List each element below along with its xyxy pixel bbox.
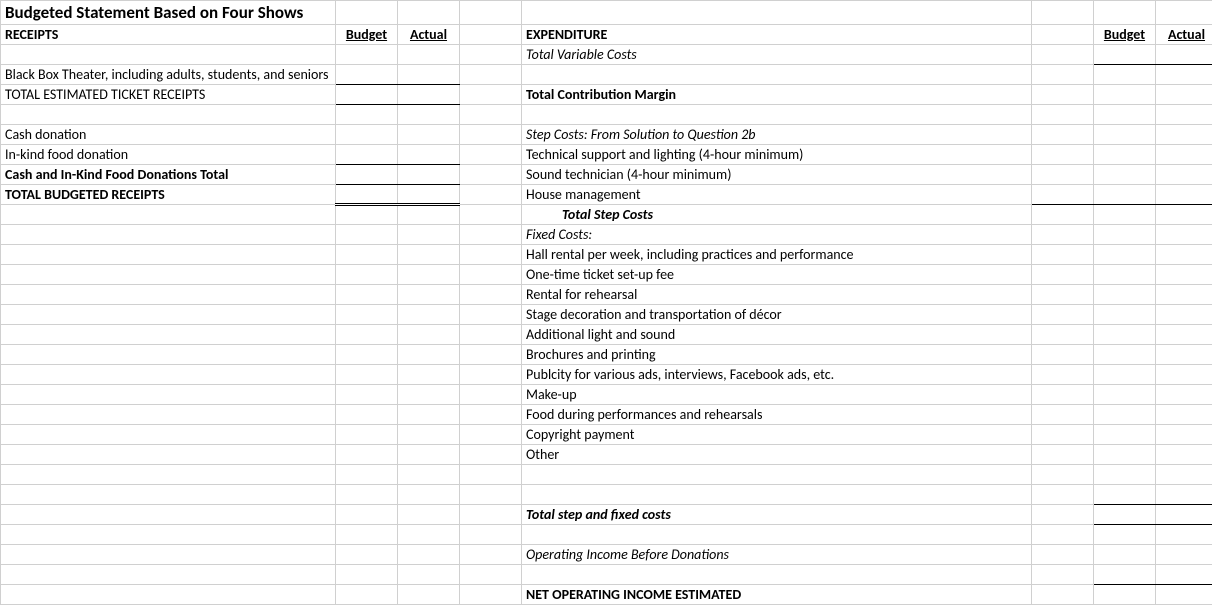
tbr-actual[interactable] (398, 185, 460, 205)
makeup: Make-up (522, 385, 1032, 405)
hall-rental: Hall rental per week, including practice… (522, 245, 1032, 265)
budget-table: Budgeted Statement Based on Four Shows R… (0, 0, 1212, 605)
other: Other (522, 445, 1032, 465)
bbt-budget[interactable] (336, 65, 398, 85)
title-cell: Budgeted Statement Based on Four Shows (1, 1, 336, 25)
blank-budget-2[interactable] (1094, 565, 1156, 585)
house-management: House management (522, 185, 1032, 205)
total-ticket-receipts: TOTAL ESTIMATED TICKET RECEIPTS (1, 85, 336, 105)
total-step-fixed: Total step and fixed costs (522, 505, 1032, 525)
hm-actual[interactable] (1156, 185, 1212, 205)
tvc-budget[interactable] (1094, 45, 1156, 65)
hm-budget[interactable] (1094, 185, 1156, 205)
copyright-payment: Copyright payment (522, 425, 1032, 445)
operating-income-before: Operating Income Before Donations (522, 545, 1032, 565)
sound-technician: Sound technician (4-hour minimum) (522, 165, 1032, 185)
cash-donation: Cash donation (1, 125, 336, 145)
publicity: Publcity for various ads, interviews, Fa… (522, 365, 1032, 385)
stage-decoration: Stage decoration and transportation of d… (522, 305, 1032, 325)
inkind-actual[interactable] (398, 145, 460, 165)
ttr-budget[interactable] (336, 85, 398, 105)
blank-budget-1[interactable] (1094, 485, 1156, 505)
food: Food during performances and rehearsals (522, 405, 1032, 425)
inkind-donation: In-kind food donation (1, 145, 336, 165)
right-actual-header: Actual (1156, 25, 1212, 45)
bbt-actual[interactable] (398, 65, 460, 85)
tsfc-budget[interactable] (1094, 505, 1156, 525)
donations-total: Cash and In-Kind Food Donations Total (1, 165, 336, 185)
step-costs-header: Step Costs: From Solution to Question 2b (522, 125, 1032, 145)
expenditure-header: EXPENDITURE (522, 25, 1032, 45)
don-actual[interactable] (398, 165, 460, 185)
blank-actual-1[interactable] (1156, 485, 1212, 505)
right-budget-header: Budget (1094, 25, 1156, 45)
tbr-budget[interactable] (336, 185, 398, 205)
ticket-setup-fee: One-time ticket set-up fee (522, 265, 1032, 285)
noi-actual[interactable] (1156, 585, 1212, 605)
left-actual-header: Actual (398, 25, 460, 45)
blank-actual-2[interactable] (1156, 565, 1212, 585)
left-budget-header: Budget (336, 25, 398, 45)
rental-rehearsal: Rental for rehearsal (522, 285, 1032, 305)
inkind-budget[interactable] (336, 145, 398, 165)
tsfc-actual[interactable] (1156, 505, 1212, 525)
total-budgeted-receipts: TOTAL BUDGETED RECEIPTS (1, 185, 336, 205)
brochures-printing: Brochures and printing (522, 345, 1032, 365)
total-variable-costs: Total Variable Costs (522, 45, 1032, 65)
ttr-actual[interactable] (398, 85, 460, 105)
fixed-costs-header: Fixed Costs: (522, 225, 1032, 245)
black-box-theater: Black Box Theater, including adults, stu… (1, 65, 336, 85)
total-contribution-margin: Total Contribution Margin (522, 85, 1032, 105)
noi-budget[interactable] (1094, 585, 1156, 605)
additional-light-sound: Additional light and sound (522, 325, 1032, 345)
total-step-costs: Total Step Costs (522, 205, 1032, 225)
tvc-actual[interactable] (1156, 45, 1212, 65)
hm-sub[interactable] (1032, 185, 1094, 205)
don-budget[interactable] (336, 165, 398, 185)
net-operating-income: NET OPERATING INCOME ESTIMATED (522, 585, 1032, 605)
technical-support: Technical support and lighting (4-hour m… (522, 145, 1032, 165)
receipts-header: RECEIPTS (1, 25, 336, 45)
